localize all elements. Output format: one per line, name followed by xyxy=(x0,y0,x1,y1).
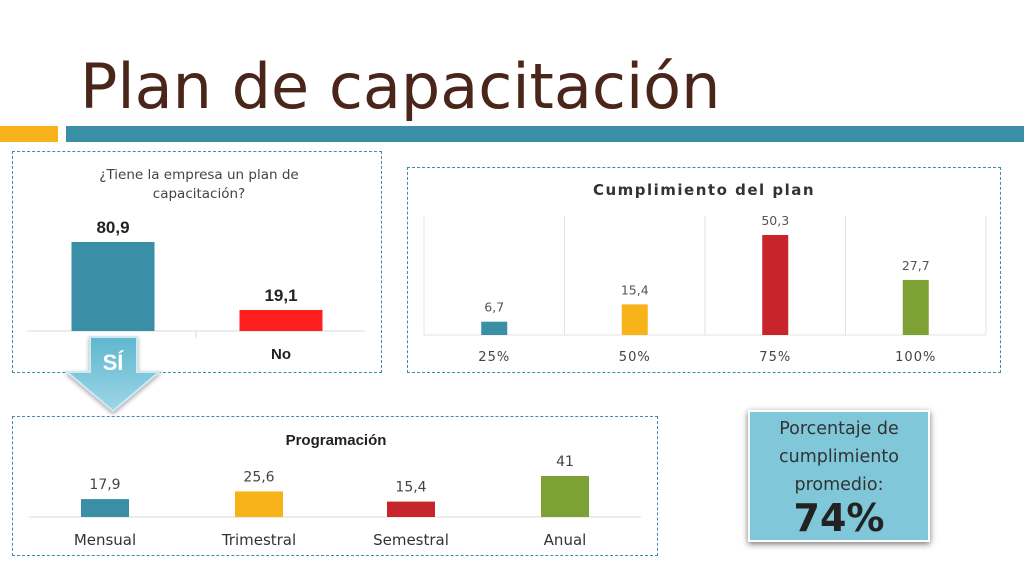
bar xyxy=(762,235,789,335)
callout-value: 74% xyxy=(793,496,885,540)
bar xyxy=(621,304,648,335)
bar xyxy=(902,279,929,335)
has-plan-chart: ¿Tiene la empresa un plan de capacitació… xyxy=(27,167,365,363)
accent-bar-teal xyxy=(66,126,1024,142)
category-label: Anual xyxy=(544,531,587,549)
yes-arrow-label: SÍ xyxy=(103,350,125,375)
slide-title: Plan de capacitación xyxy=(80,50,721,123)
category-label: 25% xyxy=(478,350,510,365)
category-label: No xyxy=(271,346,291,363)
data-label: 17,9 xyxy=(89,477,120,493)
bar xyxy=(71,242,155,331)
data-label: 80,9 xyxy=(96,218,129,237)
schedule-title: Programación xyxy=(286,432,387,449)
data-label: 41 xyxy=(556,454,574,470)
schedule-chart: Programación 17,9 Mensual 25,6 Trimestral 15… xyxy=(29,432,641,549)
schedule-panel: Programación 17,9 Mensual 25,6 Trimestral 15… xyxy=(12,416,658,556)
callout-label-line-3: promedio: xyxy=(794,475,884,495)
category-label: Mensual xyxy=(74,531,136,549)
bar xyxy=(481,321,508,335)
category-label: 50% xyxy=(619,350,651,365)
has-plan-panel: ¿Tiene la empresa un plan de capacitació… xyxy=(12,151,382,373)
data-label: 6,7 xyxy=(484,300,504,315)
compliance-chart: Cumplimiento del plan 6,7 25% 15,4 50% 50,3 7… xyxy=(423,181,987,365)
bar xyxy=(541,476,589,517)
category-label: 75% xyxy=(759,350,791,365)
data-label: 25,6 xyxy=(243,469,274,485)
category-label: 100% xyxy=(895,350,936,365)
bar xyxy=(81,499,129,517)
yes-arrow-shape: SÍ xyxy=(64,336,162,413)
category-label: Trimestral xyxy=(221,531,296,549)
data-label: 15,4 xyxy=(621,282,649,297)
data-label: 15,4 xyxy=(395,480,426,496)
accent-bar-orange xyxy=(0,126,58,142)
bar xyxy=(387,501,435,517)
compliance-title: Cumplimiento del plan xyxy=(593,181,815,199)
average-compliance-callout: Porcentaje de cumplimiento promedio: 74% xyxy=(748,410,930,542)
data-label: 27,7 xyxy=(902,258,930,273)
compliance-panel: Cumplimiento del plan 6,7 25% 15,4 50% 50,3 7… xyxy=(407,167,1001,373)
has-plan-title-line-1: ¿Tiene la empresa un plan de xyxy=(99,167,298,183)
bar xyxy=(239,309,323,331)
bar xyxy=(235,491,283,517)
category-label: Semestral xyxy=(373,531,449,549)
callout-label-line-2: cumplimiento xyxy=(779,447,899,467)
data-label: 19,1 xyxy=(264,286,297,305)
down-arrow-icon xyxy=(64,336,162,413)
data-label: 50,3 xyxy=(761,213,789,228)
has-plan-title-line-2: capacitación? xyxy=(153,186,245,202)
callout-label-line-1: Porcentaje de xyxy=(779,419,899,439)
